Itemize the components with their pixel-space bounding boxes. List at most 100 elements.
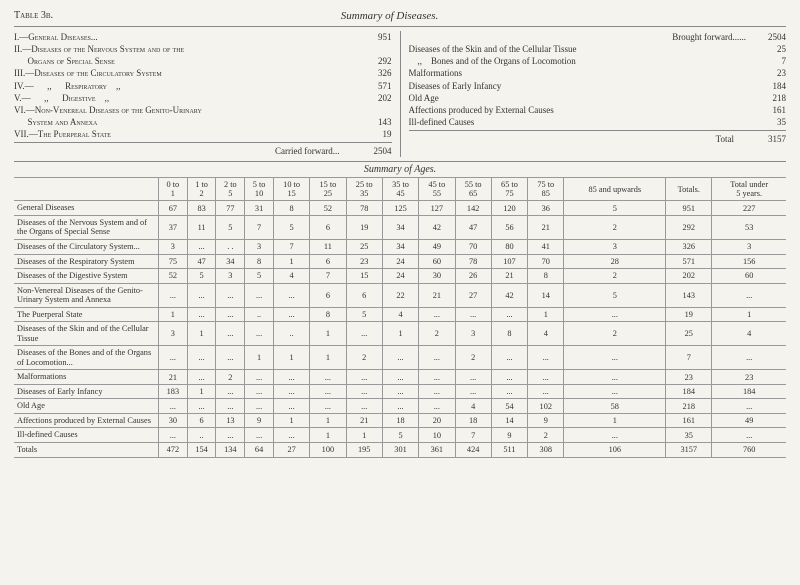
cell: ... [528, 384, 564, 399]
page-title: Summary of Diseases. [53, 10, 726, 22]
cell: 5 [564, 283, 666, 307]
disease-line: Diseases of Early Infancy [409, 80, 747, 92]
disease-val: 951 [352, 31, 392, 43]
disease-val: 292 [352, 55, 392, 67]
row-label: Diseases of the Nervous System and of th… [14, 215, 159, 239]
cell: 22 [382, 283, 418, 307]
cell: ... [346, 322, 382, 346]
cell: ... [245, 370, 274, 385]
disease-line: I.—General Diseases... [14, 31, 352, 43]
row-label: Diseases of the Digestive System [14, 269, 159, 284]
totals-cell: 3157 [666, 442, 712, 457]
cell: 34 [382, 215, 418, 239]
cell: 1 [159, 307, 188, 322]
cell: ... [310, 399, 346, 414]
totals-label: Totals [14, 442, 159, 457]
cell: 18 [382, 413, 418, 428]
cell: 3 [159, 240, 188, 255]
cell: 156 [712, 254, 786, 269]
cell: 3 [712, 240, 786, 255]
cell: 4 [528, 322, 564, 346]
cell: ... [159, 346, 188, 370]
cell: ... [187, 346, 216, 370]
cell: ... [564, 428, 666, 443]
cell: ... [216, 346, 245, 370]
row-label: Diseases of Early Infancy [14, 384, 159, 399]
cell: 4 [382, 307, 418, 322]
disease-val: 25 [746, 43, 786, 55]
cell: 184 [666, 384, 712, 399]
cell: ... [491, 370, 527, 385]
col-header: Totals. [666, 178, 712, 201]
cell: 2 [564, 215, 666, 239]
disease-line: IV.— ,, Respiratory ,, [14, 80, 352, 92]
row-label: Affections produced by External Causes [14, 413, 159, 428]
carried-forward-val: 2504 [352, 145, 392, 157]
cell: ... [273, 384, 309, 399]
totals-cell: 195 [346, 442, 382, 457]
cell: ... [455, 384, 491, 399]
disease-line: III.—Diseases of the Circulatory System [14, 67, 352, 79]
cell: ... [273, 283, 309, 307]
row-label: Diseases of the Respiratory System [14, 254, 159, 269]
cell: 10 [419, 428, 455, 443]
totals-cell: 301 [382, 442, 418, 457]
cell: 1 [346, 428, 382, 443]
col-header: 25 to35 [346, 178, 382, 201]
cell: 8 [528, 269, 564, 284]
disease-line: Ill-defined Causes [409, 116, 747, 128]
row-label: General Diseases [14, 201, 159, 216]
cell: 2 [564, 269, 666, 284]
cell: 1 [564, 413, 666, 428]
cell: 184 [712, 384, 786, 399]
cell: ... [491, 307, 527, 322]
cell: 7 [273, 240, 309, 255]
disease-val [352, 43, 392, 55]
cell: ... [564, 307, 666, 322]
row-label: Diseases of the Skin and of the Cellular… [14, 322, 159, 346]
disease-line: Brought forward...... [409, 31, 747, 43]
cell: 3 [159, 322, 188, 346]
row-label: Old Age [14, 399, 159, 414]
cell: 42 [419, 215, 455, 239]
cell: 5 [245, 269, 274, 284]
cell: 28 [564, 254, 666, 269]
col-header: 35 to45 [382, 178, 418, 201]
disease-line: Malformations [409, 67, 747, 79]
cell: 1 [382, 322, 418, 346]
cell: ... [245, 322, 274, 346]
cell: 80 [491, 240, 527, 255]
cell: 11 [187, 215, 216, 239]
totals-cell: 361 [419, 442, 455, 457]
cell: 75 [159, 254, 188, 269]
cell: 8 [491, 322, 527, 346]
summary-diseases: I.—General Diseases...951II.—Diseases of… [14, 26, 786, 162]
cell: 3 [245, 240, 274, 255]
cell: ... [216, 283, 245, 307]
cell: 8 [273, 201, 309, 216]
cell: 23 [346, 254, 382, 269]
cell: 5 [382, 428, 418, 443]
cell: 5 [187, 269, 216, 284]
totals-cell: 472 [159, 442, 188, 457]
cell: ... [564, 370, 666, 385]
cell: 54 [491, 399, 527, 414]
disease-line: Affections produced by External Causes [409, 104, 747, 116]
cell: 2 [455, 346, 491, 370]
cell: 21 [419, 283, 455, 307]
cell: 5 [216, 215, 245, 239]
cell: 20 [419, 413, 455, 428]
disease-val: 161 [746, 104, 786, 116]
cell: ... [455, 307, 491, 322]
carried-forward-label: Carried forward... [275, 145, 339, 157]
cell: 1 [187, 322, 216, 346]
total-val: 3157 [746, 133, 786, 145]
ages-table: 0 to11 to22 to55 to1010 to1515 to2525 to… [14, 177, 786, 457]
cell: 21 [159, 370, 188, 385]
cell: ... [419, 307, 455, 322]
col-header: 15 to25 [310, 178, 346, 201]
disease-val: 23 [746, 67, 786, 79]
cell: 35 [666, 428, 712, 443]
col-header: 10 to15 [273, 178, 309, 201]
cell: ... [216, 322, 245, 346]
